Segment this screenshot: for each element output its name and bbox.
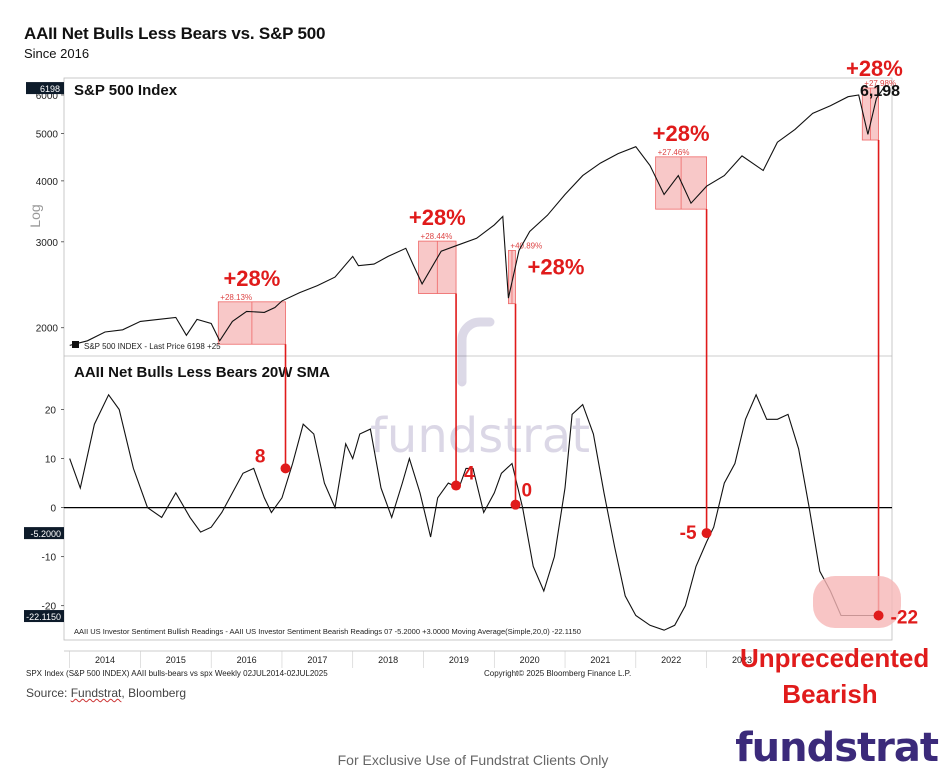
rally-gain-label: +28%	[528, 254, 585, 279]
aaii-legend-text: AAII US Investor Sentiment Bullish Readi…	[74, 627, 581, 636]
plot-frame	[63, 77, 893, 641]
x-tick-label: 2018	[378, 655, 398, 665]
aaii-y-tick-label: -20	[42, 602, 57, 613]
spx-rally-small-label: +40.89%	[510, 241, 542, 250]
aaii-panel-title: AAII Net Bulls Less Bears 20W SMA	[74, 364, 330, 381]
spx-legend-swatch	[72, 341, 79, 348]
spx-y-tick-label: 6000	[36, 91, 59, 102]
footer-disclaimer: For Exclusive Use of Fundstrat Clients O…	[337, 752, 609, 768]
spx-price-line	[69, 87, 884, 346]
spx-legend-text: S&P 500 INDEX - Last Price 6198 +25	[84, 342, 221, 351]
spx-rally-small-label: +28.44%	[421, 232, 453, 241]
unprecedented-line1: Unprecedented	[740, 643, 930, 673]
sentiment-marker-label: 0	[522, 481, 533, 502]
source-rest: , Bloomberg	[121, 686, 187, 700]
x-tick-label: 2016	[237, 655, 257, 665]
bottom-left-note: SPX Index (S&P 500 INDEX) AAII bulls-bea…	[26, 669, 328, 678]
sentiment-marker-label: 8	[255, 446, 266, 467]
spx-rally-small-label: +27.46%	[658, 148, 690, 157]
aaii-y-tick-label: 10	[45, 455, 57, 466]
sentiment-marker-label: -22	[891, 607, 918, 628]
spx-last-value-label: 6,198	[860, 83, 900, 100]
spx-rally-small-label: +28.13%	[220, 293, 252, 302]
watermark: fundstrat	[370, 317, 590, 464]
watermark-icon	[457, 317, 495, 387]
sentiment-marker-label: 4	[464, 464, 475, 485]
spx-last-value-badge	[26, 82, 64, 95]
rally-gain-label: +28%	[846, 56, 903, 81]
spx-y-tick-label: 3000	[36, 238, 59, 249]
aaii-y-tick-label: -10	[42, 553, 57, 564]
spx-y-tick-label: 5000	[36, 130, 59, 141]
sentiment-marker-label: -5	[680, 523, 697, 544]
spx-y-tick-label: 4000	[36, 177, 59, 188]
sentiment-marker	[451, 480, 462, 491]
chart-subtitle: Since 2016	[24, 46, 90, 61]
source-note: Source: Fundstrat, Bloomberg	[26, 686, 186, 700]
x-tick-label: 2015	[166, 655, 186, 665]
x-tick-label: 2019	[449, 655, 469, 665]
rally-gain-label: +28%	[223, 266, 280, 291]
watermark-text: fundstrat	[370, 408, 590, 464]
rally-gain-label: +28%	[409, 205, 466, 230]
chart-canvas: fundstrat +28.13% +28.44% +40.89% +27.46% +2…	[24, 56, 918, 678]
sentiment-marker	[873, 610, 884, 621]
x-tick-label: 2022	[661, 655, 681, 665]
spx-panel-title: S&P 500 Index	[74, 82, 178, 99]
aaii-value-badge-text: -22.1150	[26, 612, 61, 622]
unprecedented-line2: Bearish	[782, 679, 878, 709]
sentiment-marker	[280, 463, 291, 474]
latest-reading-highlight	[813, 576, 901, 628]
sentiment-marker	[701, 528, 712, 539]
aaii-value-badge-text: -5.2000	[30, 529, 61, 539]
x-tick-label: 2023	[732, 655, 752, 665]
spx-y-axis-label: Log	[27, 204, 43, 227]
bottom-copyright: Copyright© 2025 Bloomberg Finance L.P.	[484, 669, 631, 678]
source-fundstrat: Fundstrat	[70, 686, 122, 700]
sentiment-marker	[510, 499, 521, 510]
source-label: Source:	[26, 686, 71, 700]
aaii-sentiment-line	[69, 393, 880, 631]
x-tick-label: 2020	[520, 655, 540, 665]
aaii-value-badge	[24, 527, 64, 540]
x-tick-label: 2017	[307, 655, 327, 665]
brand-logo: fundstrat	[735, 725, 939, 771]
spx-rally-small-label: +27.98%	[864, 79, 896, 88]
x-tick-label: 2021	[590, 655, 610, 665]
aaii-value-badge	[24, 610, 64, 623]
spx-last-value-badge-text: 6198	[40, 84, 60, 94]
unprecedented-bearish-label: Unprecedented Bearish	[740, 640, 930, 712]
rally-gain-label: +28%	[653, 121, 710, 146]
aaii-y-tick-label: 0	[50, 504, 56, 515]
x-tick-label: 2014	[95, 655, 115, 665]
aaii-y-tick-label: 20	[45, 406, 57, 417]
spx-y-tick-label: 2000	[36, 324, 59, 335]
chart-title: AAII Net Bulls Less Bears vs. S&P 500	[24, 24, 326, 43]
